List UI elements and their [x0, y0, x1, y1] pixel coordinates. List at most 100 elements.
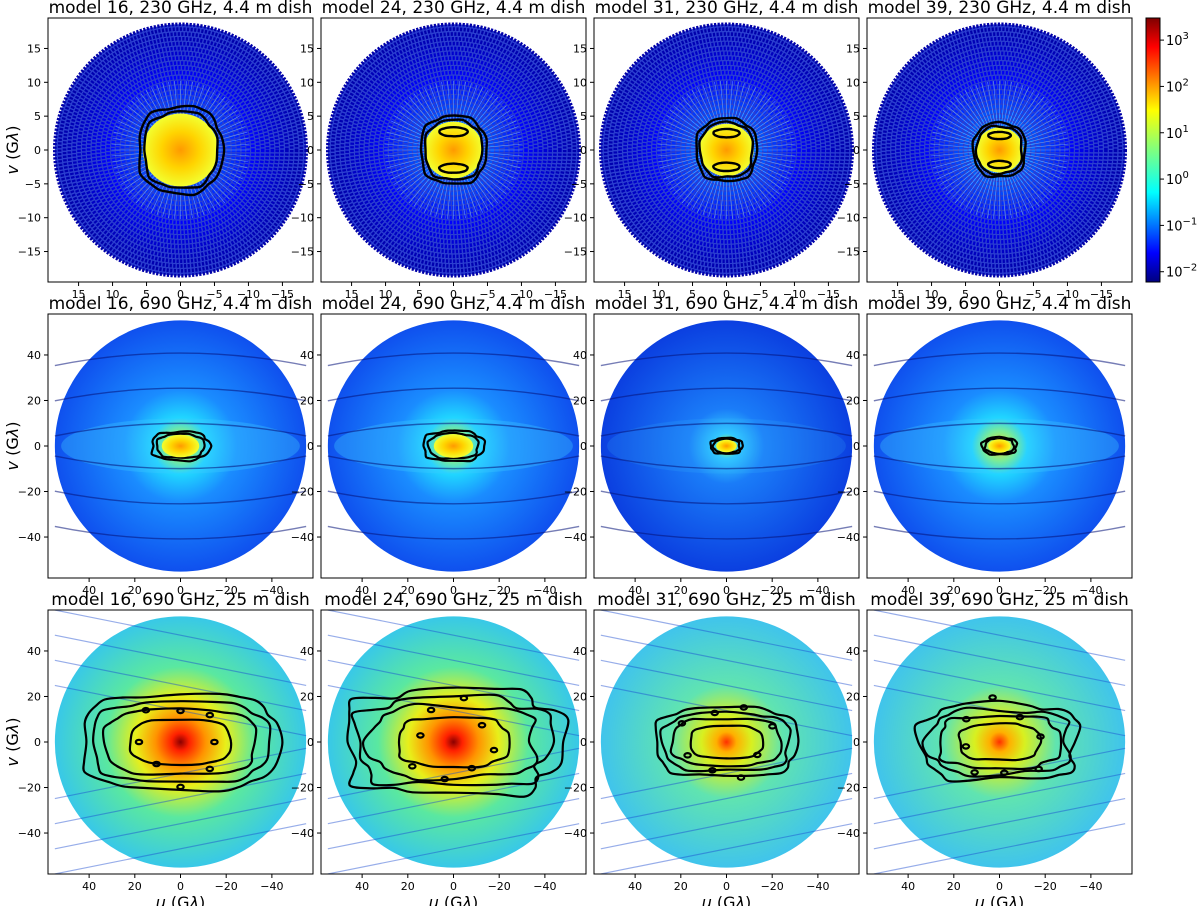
panel-title: model 24, 690 GHz, 25 m dish — [324, 590, 582, 610]
y-tick-label: −40 — [291, 827, 314, 840]
uv-track-ring — [598, 22, 855, 278]
y-tick-label: 0 — [307, 144, 314, 157]
x-tick-label: −20 — [215, 584, 238, 597]
x-tick-label: 0 — [996, 288, 1003, 301]
uv-track-ring — [871, 22, 1128, 278]
y-tick-label: 10 — [846, 76, 860, 89]
y-tick-label: 40 — [573, 645, 587, 658]
y-tick-label: −5 — [25, 178, 41, 191]
uv-track-ring — [62, 32, 299, 268]
x-tick-label: 15 — [345, 288, 359, 301]
y-tick-label: −15 — [564, 246, 587, 259]
panel-image — [598, 22, 855, 278]
y-tick-label: 0 — [34, 440, 41, 453]
y-tick-label: 40 — [846, 349, 860, 362]
x-tick-label: 15 — [618, 288, 632, 301]
x-tick-label: 0 — [177, 584, 184, 597]
uv-track-ring — [642, 65, 811, 235]
y-tick-label: 10 — [27, 76, 41, 89]
contours — [138, 104, 226, 197]
panel-6: model 24, 690 GHz, 4.4 m dish 40 20 0 −20 −40… — [291, 294, 587, 597]
panel-image — [871, 22, 1128, 278]
panels-layer: model 16, 230 GHz, 4.4 m dish 15 10 5 0 −5 −10… — [3, 0, 1133, 906]
y-tick-label: 40 — [846, 645, 860, 658]
uv-track-ring — [925, 75, 1074, 225]
y-tick-label: 0 — [853, 144, 860, 157]
colorbar-tick-label: 10−1 — [1166, 216, 1197, 234]
contours — [654, 704, 800, 781]
x-tick-label: 20 — [128, 584, 142, 597]
x-tick-label: 20 — [401, 880, 415, 893]
y-tick-label: 0 — [580, 440, 587, 453]
panel-image — [327, 320, 580, 572]
y-tick-label: 10 — [573, 76, 587, 89]
x-tick-label: −10 — [510, 288, 533, 301]
panel-title: model 16, 690 GHz, 25 m dish — [51, 590, 309, 610]
y-tick-label: −20 — [291, 486, 314, 499]
y-tick-label: 40 — [573, 349, 587, 362]
x-tick-label: 40 — [901, 880, 915, 893]
x-tick-label: −20 — [488, 880, 511, 893]
x-tick-label: 40 — [82, 880, 96, 893]
x-axis-label: u (Gλ) — [156, 893, 206, 906]
x-tick-label: 0 — [723, 288, 730, 301]
y-tick-label: 5 — [853, 110, 860, 123]
colorbar-tick-label: 101 — [1166, 124, 1189, 142]
x-axis-label: u (Gλ) — [702, 893, 752, 906]
fringe-lines — [600, 610, 853, 874]
y-tick-label: −10 — [18, 212, 41, 225]
y-tick-label: 40 — [27, 349, 41, 362]
uv-track-ring — [81, 51, 280, 249]
x-tick-label: 0 — [177, 880, 184, 893]
x-tick-label: −10 — [1056, 288, 1079, 301]
x-axis-label: u (Gλ) — [429, 893, 479, 906]
contours — [346, 686, 570, 798]
uv-track-ring — [618, 41, 835, 259]
uv-track-ring — [891, 41, 1108, 259]
x-tick-label: −20 — [761, 584, 784, 597]
y-tick-label: 0 — [307, 736, 314, 749]
x-tick-label: 40 — [355, 584, 369, 597]
x-tick-label: 10 — [925, 288, 939, 301]
colorbar-tick-label: 103 — [1166, 31, 1189, 49]
contours — [82, 692, 284, 793]
y-tick-label: 40 — [300, 349, 314, 362]
uv-track-ring — [350, 46, 557, 254]
x-tick-label: −40 — [806, 880, 829, 893]
panel-title: model 16, 690 GHz, 4.4 m dish — [49, 294, 313, 314]
uv-track-ring — [613, 36, 840, 264]
contours — [971, 120, 1027, 179]
fringe-lines — [327, 610, 580, 874]
colorbar-tick-label: 10−2 — [1166, 263, 1197, 281]
uv-track-ring — [627, 51, 826, 249]
uv-track-ring — [900, 51, 1099, 249]
y-tick-label: −15 — [18, 246, 41, 259]
y-tick-label: −5 — [298, 178, 314, 191]
y-tick-label: −10 — [564, 212, 587, 225]
uv-track-ring — [91, 61, 270, 239]
uv-track-ring — [603, 27, 850, 273]
uv-track-ring — [77, 46, 284, 254]
y-tick-label: 40 — [27, 645, 41, 658]
uv-track-ring — [896, 46, 1103, 254]
y-tick-label: −20 — [291, 782, 314, 795]
y-tick-label: 20 — [27, 690, 41, 703]
y-tick-label: 20 — [300, 394, 314, 407]
x-tick-label: −40 — [1079, 880, 1102, 893]
x-tick-label: −20 — [1034, 880, 1057, 893]
y-tick-label: 20 — [573, 394, 587, 407]
uv-track-ring — [379, 75, 528, 225]
uv-track-ring — [374, 70, 533, 230]
x-tick-label: 5 — [416, 288, 423, 301]
x-tick-label: −15 — [271, 288, 294, 301]
y-tick-label: −40 — [837, 531, 860, 544]
y-tick-label: 15 — [846, 42, 860, 55]
contours — [419, 114, 489, 185]
uv-track-ring — [369, 65, 538, 235]
x-tick-label: −10 — [237, 288, 260, 301]
visibility-disk — [873, 616, 1126, 868]
x-tick-label: −5 — [206, 288, 222, 301]
visibility-core — [699, 123, 754, 177]
uv-track-ring — [101, 70, 260, 230]
x-tick-label: 20 — [401, 584, 415, 597]
